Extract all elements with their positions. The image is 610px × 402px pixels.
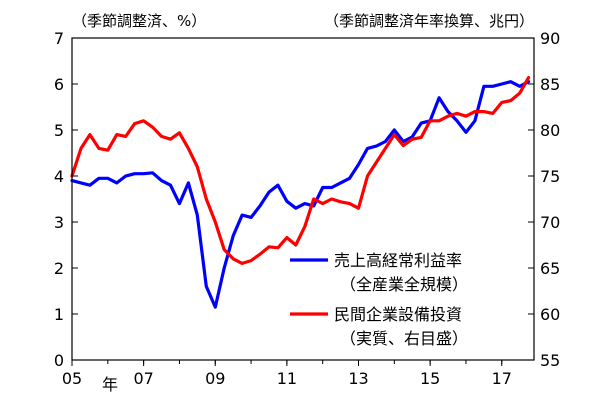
legend-label: （実質、右目盛） bbox=[340, 329, 468, 348]
x-axis: 05 07 09 11 13 15 17 bbox=[62, 360, 512, 388]
left-tick-label: 2 bbox=[54, 259, 64, 278]
x-axis-unit-label: 年 bbox=[102, 375, 118, 394]
legend: 売上高経常利益率 （全産業全規模） 民間企業設備投資 （実質、右目盛） bbox=[290, 251, 468, 348]
x-tick-label: 13 bbox=[348, 369, 368, 388]
legend-label: （全産業全規模） bbox=[340, 275, 468, 294]
right-tick-label: 55 bbox=[540, 351, 560, 370]
x-tick-label: 17 bbox=[492, 369, 512, 388]
right-tick-label: 65 bbox=[540, 259, 560, 278]
series-layer bbox=[70, 75, 531, 309]
left-tick-label: 1 bbox=[54, 305, 64, 324]
right-tick-label: 90 bbox=[540, 29, 560, 48]
left-tick-label: 4 bbox=[54, 167, 64, 186]
right-tick-label: 60 bbox=[540, 305, 560, 324]
left-tick-label: 0 bbox=[54, 351, 64, 370]
left-axis-unit-label: （季節調整済、%） bbox=[72, 12, 206, 30]
left-tick-label: 7 bbox=[54, 29, 64, 48]
right-tick-label: 80 bbox=[540, 121, 560, 140]
x-tick-label: 09 bbox=[205, 369, 225, 388]
x-tick-label: 15 bbox=[420, 369, 440, 388]
x-tick-label: 11 bbox=[277, 369, 297, 388]
left-tick-label: 6 bbox=[54, 75, 64, 94]
left-y-axis: 0 1 2 3 4 5 6 7 bbox=[54, 29, 78, 370]
legend-label: 売上高経常利益率 bbox=[334, 251, 462, 270]
left-tick-label: 3 bbox=[54, 213, 64, 232]
series-line-capex bbox=[70, 75, 531, 265]
right-tick-label: 75 bbox=[540, 167, 560, 186]
x-tick-label: 07 bbox=[133, 369, 153, 388]
plot-frame bbox=[71, 37, 535, 361]
x-tick-label: 05 bbox=[62, 369, 82, 388]
right-tick-label: 70 bbox=[540, 213, 560, 232]
right-tick-label: 85 bbox=[540, 75, 560, 94]
right-axis-unit-label: （季節調整済年率換算、兆円） bbox=[324, 12, 534, 30]
legend-label: 民間企業設備投資 bbox=[334, 305, 462, 324]
right-y-axis: 55 60 65 70 75 80 85 90 bbox=[528, 29, 560, 370]
left-tick-label: 5 bbox=[54, 121, 64, 140]
